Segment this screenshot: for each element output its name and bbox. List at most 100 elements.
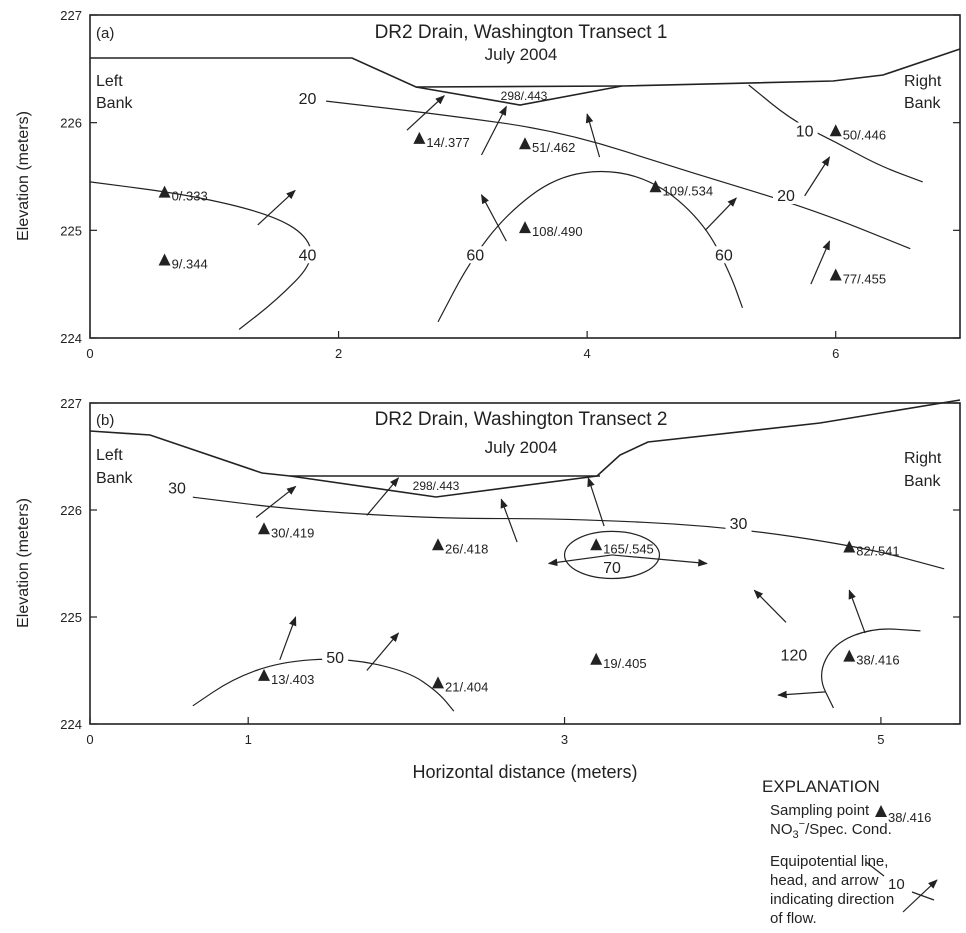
sampling-point-marker: [432, 538, 444, 551]
legend-equipotential-label: Equipotential line,: [770, 853, 888, 870]
contour-label-bg: [710, 246, 737, 264]
contour-label: 40: [299, 247, 317, 264]
explanation-legend: EXPLANATION Sampling point NO3−/Spec. Co…: [762, 777, 938, 927]
panel-a-sampling-points: 0/.333 9/.344 14/.377 51/.462 108/.490 109/.5…: [158, 124, 886, 287]
legend-sampling-triangle: [875, 805, 887, 817]
flow-arrow: [810, 240, 831, 285]
y-tick-label: 227: [60, 396, 82, 411]
y-tick-label: 226: [60, 116, 82, 131]
panel-a-y-axis-label: Elevation (meters): [15, 111, 32, 241]
panel-b-left-bank-label: Left: [96, 447, 123, 464]
y-tick-label: 227: [60, 8, 82, 23]
contour-label: 30: [168, 481, 186, 498]
legend-equipotential-label-4: of flow.: [770, 910, 817, 927]
sampling-point-label: 21/.404: [445, 679, 488, 694]
sampling-point-label: 50/.446: [843, 127, 886, 142]
sampling-point-label: 30/.419: [271, 525, 314, 540]
x-tick-label: 5: [877, 732, 884, 747]
y-tick-label: 224: [60, 717, 82, 732]
x-tick-label: 0: [86, 732, 93, 747]
panel-b-frame: [89, 402, 961, 725]
panel-a-contours: 20 20 10 40 60 60: [89, 84, 923, 330]
flow-arrow: [279, 616, 297, 661]
sampling-point-label: 51/.462: [532, 140, 575, 155]
legend-title: EXPLANATION: [762, 777, 880, 796]
panel-a-frame: [89, 14, 961, 339]
panel-b-title: DR2 Drain, Washington Transect 2: [375, 409, 668, 430]
flow-arrow: [255, 485, 297, 518]
sampling-point-label: 82/.541: [856, 543, 899, 558]
flow-arrow: [848, 589, 866, 634]
sampling-point-marker: [590, 652, 603, 665]
contour-label: 20: [299, 91, 317, 108]
legend-sampling-label: Sampling point: [770, 802, 870, 819]
y-tick-label: 224: [60, 331, 82, 346]
closed-equipotential-line: [563, 530, 661, 580]
legend-equipotential-label-2: head, and arrow: [770, 872, 879, 889]
sampling-point-label: 26/.418: [445, 541, 488, 556]
contour-label-bg: [164, 479, 190, 497]
panel-b-y-axis-label: Elevation (meters): [15, 498, 32, 628]
contour-label: 120: [781, 648, 808, 665]
panel-a-ticks: 0 2 4 6 224 225 226 227: [60, 8, 960, 361]
contour-label: 30: [730, 516, 748, 533]
flow-arrow: [406, 95, 445, 131]
x-tick-label: 1: [245, 732, 252, 747]
y-tick-label: 226: [60, 503, 82, 518]
flow-arrow: [257, 189, 296, 226]
x-tick-label: 6: [832, 346, 839, 361]
sampling-point-label: 19/.405: [603, 656, 646, 671]
contour-label-bg: [294, 90, 321, 108]
panel-b-ticks: 0 1 3 5 224 225 226 227: [60, 396, 960, 747]
panel-b-ground-surface: [89, 399, 961, 498]
x-tick-label: 0: [86, 346, 93, 361]
legend-equipotential-example: 10: [888, 876, 905, 893]
flow-arrow: [500, 498, 518, 543]
x-tick-label: 3: [561, 732, 568, 747]
panel-a-label: (a): [96, 25, 114, 42]
sampling-point-marker: [649, 180, 662, 193]
sampling-point-marker: [519, 221, 531, 234]
sampling-point-marker: [413, 131, 426, 144]
panel-b: (b) DR2 Drain, Washington Transect 2 Jul…: [15, 396, 961, 782]
sampling-point-label: 77/.455: [843, 272, 886, 287]
panel-b-water-label: 298/.443: [413, 479, 460, 493]
equipotential-line: [437, 170, 744, 323]
sampling-point-marker: [829, 124, 842, 137]
panel-a-left-bank-label: Left: [96, 73, 123, 90]
panel-b-subtitle: July 2004: [485, 438, 558, 457]
flow-arrow: [366, 477, 400, 516]
equipotential-line: [89, 181, 312, 330]
panel-b-left-bank-label-2: Bank: [96, 470, 133, 487]
y-tick-label: 225: [60, 610, 82, 625]
contour-label: 10: [796, 123, 814, 140]
panel-a-right-bank-label-2: Bank: [904, 95, 941, 112]
sampling-point-marker: [519, 137, 531, 150]
sampling-point-label: 13/.403: [271, 672, 314, 687]
panel-b-flow-arrows: [255, 476, 866, 699]
contour-label-bg: [791, 122, 818, 140]
contour-label-bg: [725, 515, 752, 533]
flow-arrow: [704, 197, 737, 231]
contour-label-bg: [599, 557, 625, 575]
panel-b-label: (b): [96, 412, 114, 429]
panel-b-contours: 30 30 50 120 70: [164, 479, 945, 712]
flow-arrow: [366, 632, 400, 671]
equipotential-line: [820, 628, 921, 709]
flow-arrow: [585, 113, 601, 158]
panel-b-right-bank-label-2: Bank: [904, 473, 941, 490]
legend-sampling-label-2: NO3−/Spec. Cond.: [770, 818, 892, 841]
flow-arrow: [587, 476, 605, 527]
contour-label-bg: [322, 648, 349, 666]
sampling-point-label: 109/.534: [663, 183, 714, 198]
panel-a-water-surface: [415, 85, 623, 88]
flow-arrow: [753, 589, 787, 623]
contour-label-bg: [294, 246, 321, 264]
sampling-point-marker: [843, 540, 856, 553]
contour-label-bg: [773, 187, 799, 205]
legend-equipotential-line-2: [911, 891, 935, 901]
x-tick-label: 2: [335, 346, 342, 361]
legend-flow-arrow: [902, 879, 938, 913]
sampling-point-label: 9/.344: [172, 256, 208, 271]
x-tick-label: 4: [584, 346, 591, 361]
